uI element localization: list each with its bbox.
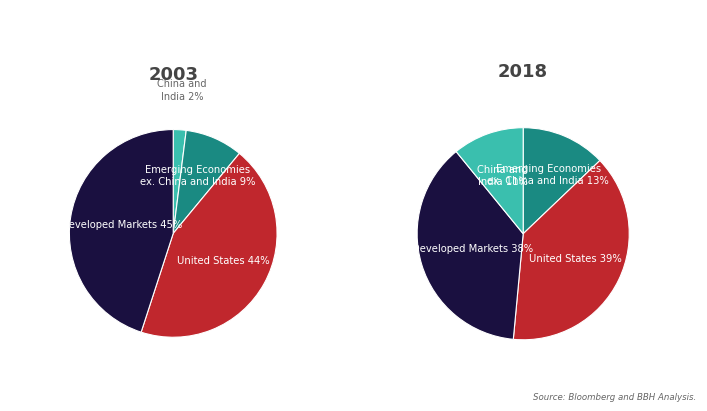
Text: United States 39%: United States 39% (530, 254, 622, 264)
Text: Developed Markets 38%: Developed Markets 38% (412, 244, 533, 254)
Wedge shape (173, 129, 186, 233)
Text: China and
India 11%: China and India 11% (477, 164, 528, 187)
Wedge shape (513, 161, 629, 340)
Text: Emerging Economies
ex. China and India 13%: Emerging Economies ex. China and India 1… (487, 164, 609, 187)
Wedge shape (417, 152, 523, 339)
Text: Emerging Economies
ex. China and India 9%: Emerging Economies ex. China and India 9… (140, 165, 256, 187)
Text: China and
India 2%: China and India 2% (158, 79, 207, 102)
Wedge shape (173, 130, 240, 233)
Wedge shape (141, 153, 277, 337)
Wedge shape (456, 128, 523, 234)
Text: COMPOSITION OF GLOBAL EQUITY MARKET CAPITALIZATION: COMPOSITION OF GLOBAL EQUITY MARKET CAPI… (8, 20, 504, 35)
Text: Source: Bloomberg and BBH Analysis.: Source: Bloomberg and BBH Analysis. (533, 393, 696, 402)
Text: Developed Markets 45%: Developed Markets 45% (62, 220, 182, 230)
Title: 2018: 2018 (498, 63, 548, 81)
Text: United States 44%: United States 44% (177, 256, 269, 266)
Wedge shape (523, 128, 600, 234)
Wedge shape (69, 129, 173, 332)
Title: 2003: 2003 (148, 66, 198, 84)
